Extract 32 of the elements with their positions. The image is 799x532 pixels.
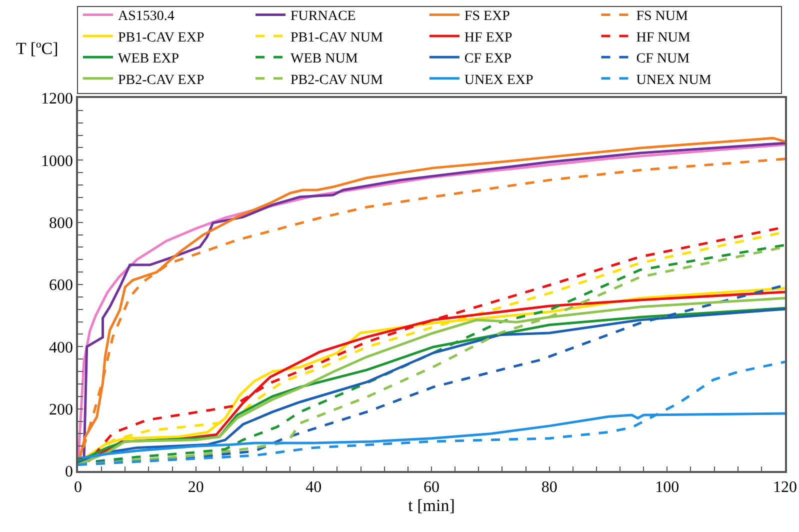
legend-label: HF NUM bbox=[636, 30, 691, 46]
legend-label: FS EXP bbox=[464, 9, 510, 24]
legend-label: CF NUM bbox=[636, 52, 690, 67]
x-tick-label: 100 bbox=[655, 478, 680, 496]
x-tick-label: 20 bbox=[188, 478, 204, 496]
y-tick-label: 200 bbox=[49, 401, 74, 418]
x-tick-label: 40 bbox=[306, 478, 322, 496]
line-series bbox=[78, 360, 785, 466]
legend-label: PB2-CAV NUM bbox=[290, 72, 384, 88]
legend-label: PB1-CAV EXP bbox=[118, 30, 204, 46]
legend-label: WEB EXP bbox=[118, 52, 180, 67]
y-tick-label: 1000 bbox=[41, 152, 74, 170]
y-tick-label: 400 bbox=[49, 339, 74, 356]
y-tick-label: 800 bbox=[49, 214, 74, 232]
y-tick-label: 1200 bbox=[41, 90, 74, 108]
y-tick-label: 600 bbox=[49, 277, 74, 294]
x-tick-label: 120 bbox=[773, 478, 797, 496]
legend-label: PB2-CAV EXP bbox=[118, 72, 204, 88]
y-axis-title: T [ºC] bbox=[16, 39, 58, 58]
legend-label: FURNACE bbox=[290, 9, 356, 24]
legend-label: UNEX EXP bbox=[464, 72, 534, 88]
legend-label: AS1530.4 bbox=[118, 9, 174, 24]
legend-label: UNEX NUM bbox=[636, 72, 712, 88]
legend-label: CF EXP bbox=[464, 52, 512, 67]
legend-label: WEB NUM bbox=[290, 52, 358, 67]
x-axis-title: t [min] bbox=[408, 496, 455, 515]
x-tick-label: 80 bbox=[541, 478, 558, 496]
legend-label: HF EXP bbox=[464, 30, 512, 46]
legend-label: FS NUM bbox=[636, 9, 689, 24]
x-tick-label: 60 bbox=[424, 478, 440, 496]
y-tick-label: 0 bbox=[65, 464, 74, 481]
legend-label: PB1-CAV NUM bbox=[290, 30, 384, 46]
